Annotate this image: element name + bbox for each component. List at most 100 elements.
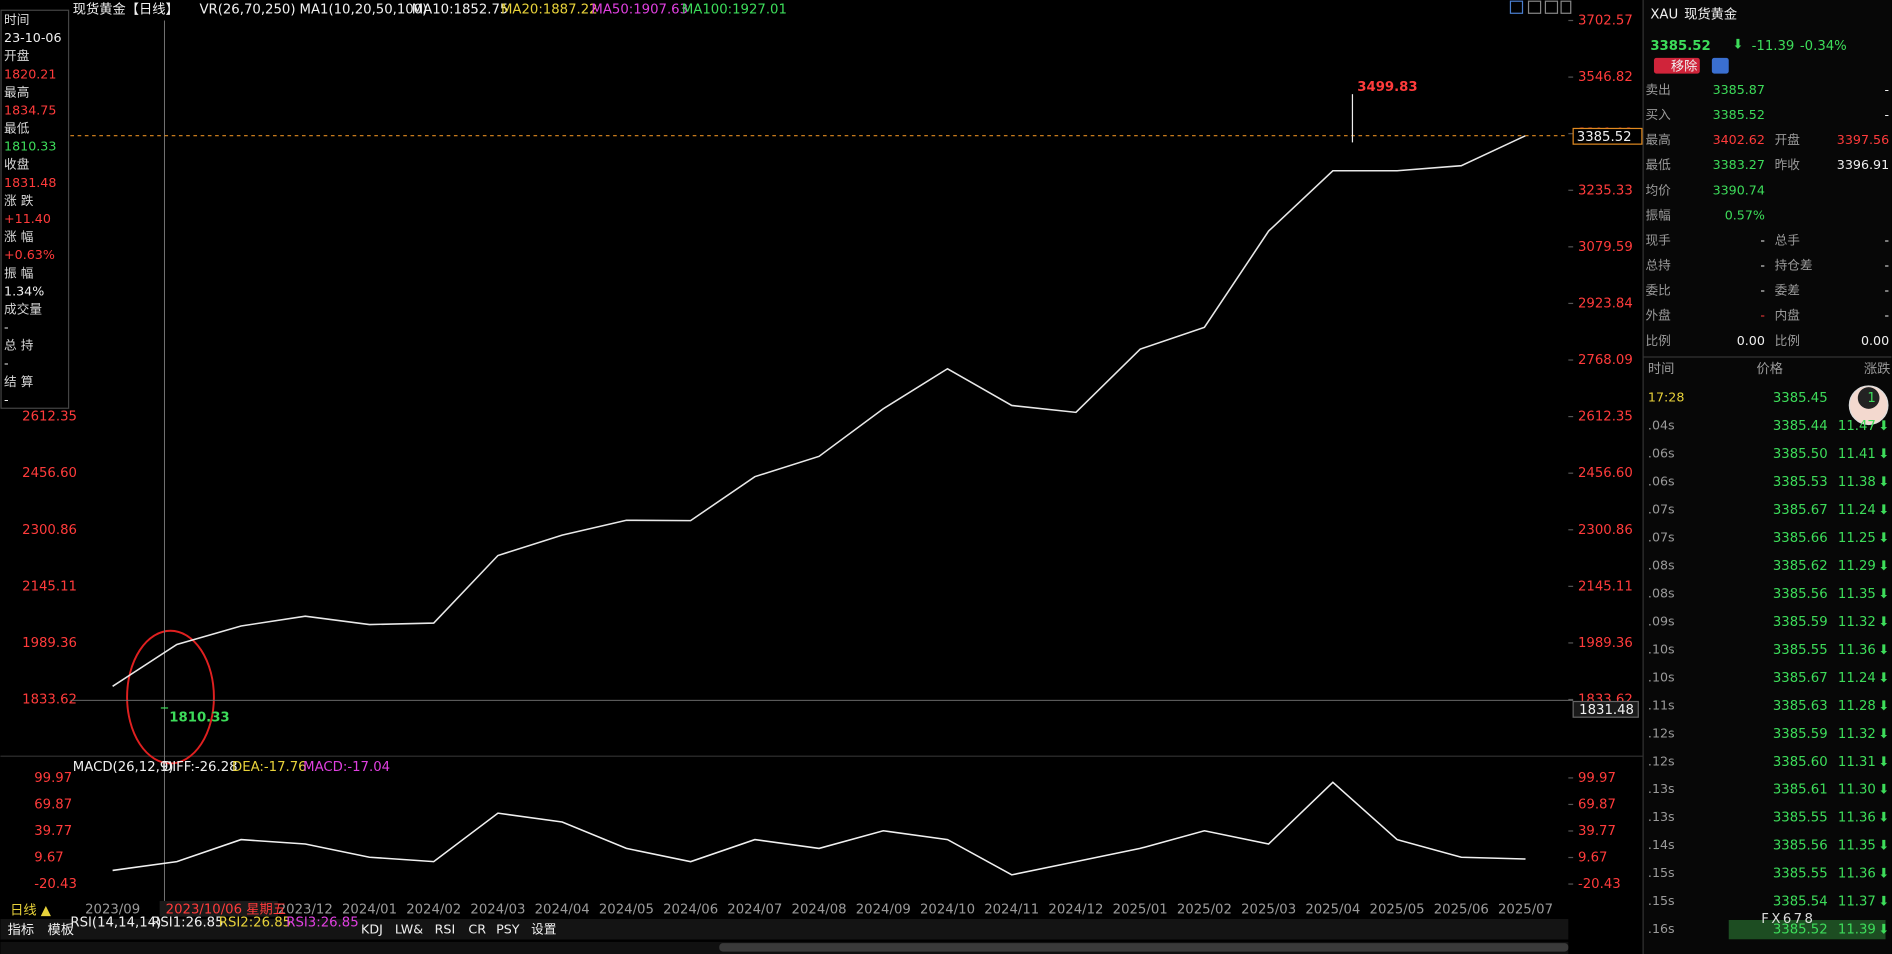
crosshair-price-box <box>1572 700 1639 718</box>
highlight-circle <box>126 629 215 765</box>
quote-field: - <box>1885 232 1890 247</box>
tool-button[interactable] <box>1560 0 1572 14</box>
indicator-legend: DEA:-17.76 <box>232 760 307 775</box>
quote-change: -11.39 <box>1752 39 1795 54</box>
quote-field: - <box>1885 258 1890 273</box>
trade-time: .16s <box>1648 921 1675 936</box>
info-label: 总 持 <box>4 338 34 353</box>
x-tick-label: 2025/07 <box>1498 902 1553 917</box>
x-tick-label: 2024/10 <box>920 902 975 917</box>
quote-field: 振幅 <box>1646 207 1672 222</box>
trade-arrow: ⬇ <box>1878 867 1889 882</box>
trade-time: .10s <box>1648 669 1675 684</box>
info-value: 1831.48 <box>4 175 56 190</box>
trade-arrow: ⬇ <box>1878 447 1889 462</box>
quote-panel <box>1643 0 1892 954</box>
trade-time: .12s <box>1648 753 1675 768</box>
info-label: 收盘 <box>4 157 30 172</box>
x-tick-label: 2025/03 <box>1241 902 1296 917</box>
trade-change: 11.36 <box>1838 867 1876 882</box>
x-tick-label: 2024/03 <box>470 902 525 917</box>
tool-button[interactable] <box>1509 0 1524 14</box>
trade-price: 3385.67 <box>1773 671 1828 686</box>
y-tick-label: 3079.59 <box>1578 240 1633 255</box>
y-tick-label: 2612.35 <box>22 410 77 425</box>
trade-price: 3385.61 <box>1773 783 1828 798</box>
quote-field: 3390.74 <box>1713 182 1765 197</box>
trade-arrow: ⬇ <box>1878 503 1889 518</box>
trade-price: 3385.45 <box>1773 391 1828 406</box>
indicator-tab: CR <box>468 921 486 936</box>
series-line <box>112 781 1526 876</box>
trade-change: 11.29 <box>1838 559 1876 574</box>
quote-field: 均价 <box>1646 182 1672 197</box>
indicator-tab: KDJ <box>361 921 383 936</box>
quote-code: XAU <box>1650 7 1678 22</box>
quote-name: 现货黄金 <box>1684 5 1737 22</box>
y-tick-label: 69.87 <box>34 797 72 812</box>
quote-field: 3383.27 <box>1713 157 1765 172</box>
trade-change: 11.41 <box>1838 447 1876 462</box>
trade-arrow: ⬇ <box>1878 755 1889 770</box>
trade-arrow: ⬇ <box>1878 895 1889 910</box>
y-tick-label: 1989.36 <box>1578 636 1633 651</box>
header-text: MA50:1907.63 <box>591 3 688 18</box>
quote-field: 0.57% <box>1725 207 1765 222</box>
info-value: 1834.75 <box>4 102 56 117</box>
tool-button[interactable] <box>1544 0 1559 14</box>
info-label: 涨 跌 <box>4 193 34 208</box>
remove-button[interactable] <box>1653 57 1700 74</box>
indicator-tab: 设置 <box>531 921 556 936</box>
trade-arrow: ⬇ <box>1878 839 1889 854</box>
trade-arrow: ⬇ <box>1878 615 1889 630</box>
x-tick-label: 2025/06 <box>1434 902 1489 917</box>
x-tick-label: 2025/02 <box>1177 902 1232 917</box>
remove-text: 移除 <box>1671 58 1698 74</box>
trade-change: 11.25 <box>1838 531 1876 546</box>
trade-change: 11.24 <box>1838 503 1876 518</box>
quote-field: 昨收 <box>1775 157 1801 172</box>
y-tick-label: 99.97 <box>1578 771 1616 786</box>
quote-field: - <box>1760 258 1765 273</box>
header-text: MA20:1887.22 <box>501 3 598 18</box>
quote-field: 委差 <box>1775 283 1800 298</box>
last-price-label: 3385.52 <box>1577 130 1632 145</box>
quote-field: - <box>1885 308 1890 323</box>
quote-field: - <box>1885 82 1890 97</box>
info-value: +0.63% <box>4 247 55 262</box>
x-tick-label: 2024/09 <box>856 902 911 917</box>
info-label: 振 幅 <box>4 265 34 280</box>
y-tick-label: 2923.84 <box>1578 296 1633 311</box>
indicator-tab: PSY <box>496 921 520 936</box>
x-tick-label: 2024/12 <box>1048 902 1103 917</box>
trade-time: .15s <box>1648 865 1675 880</box>
trade-time: .15s <box>1648 893 1675 908</box>
alert-button[interactable] <box>1711 57 1729 74</box>
info-value: 1.34% <box>4 283 44 298</box>
y-tick-label: 69.87 <box>1578 797 1616 812</box>
crosshair-date: 2023/10/06 星期五 <box>166 901 286 917</box>
period-label: 日线 ▲ <box>10 903 52 919</box>
series-line <box>112 134 1526 687</box>
trade-arrow: ⬇ <box>1878 671 1889 686</box>
trade-time: .09s <box>1648 613 1675 628</box>
tool-button[interactable] <box>1527 0 1542 14</box>
trade-change: 11.37 <box>1838 895 1876 910</box>
high-label: 3499.83 <box>1357 80 1417 95</box>
scrollbar[interactable] <box>719 943 1569 952</box>
tab-bar <box>0 919 1569 940</box>
quote-field: 内盘 <box>1775 308 1801 323</box>
trade-price: 3385.67 <box>1773 503 1828 518</box>
trade-price: 3385.53 <box>1773 475 1828 490</box>
watermark: FX678 <box>1761 912 1815 927</box>
indicator-legend: MACD:-17.04 <box>303 760 390 775</box>
trade-arrow: ⬇ <box>1878 783 1889 798</box>
trade-price: 3385.55 <box>1773 811 1828 826</box>
trade-change: 11.36 <box>1838 643 1876 658</box>
quote-field: 0.00 <box>1737 333 1765 348</box>
info-value: - <box>4 356 9 371</box>
y-tick-label: 2300.86 <box>1578 523 1633 538</box>
info-value: - <box>4 320 9 335</box>
quote-field: 3385.52 <box>1713 107 1765 122</box>
